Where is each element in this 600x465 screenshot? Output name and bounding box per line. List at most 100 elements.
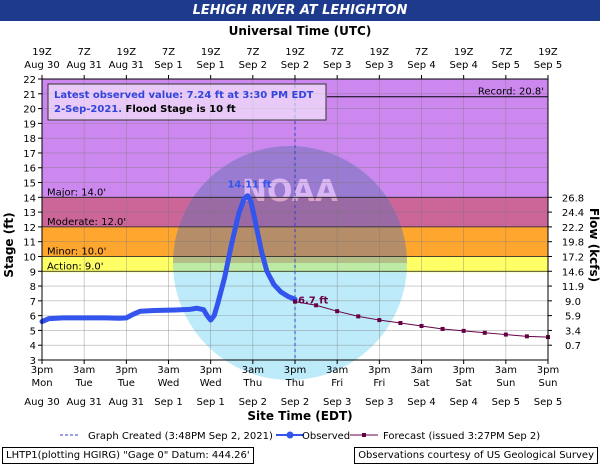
bottom-tick-day: Tue (75, 378, 93, 389)
left-tick-label: 16 (23, 164, 36, 175)
bottom-tick-date: Sep 3 (365, 397, 393, 408)
right-axis-title: Flow (kcfs) (587, 208, 600, 282)
threshold-labels: Major: 14.0' Moderate: 12.0' Minor: 10.0' A… (42, 187, 548, 272)
right-tick-label: 5.9 (565, 312, 581, 323)
bottom-tick-date: Sep 5 (534, 397, 562, 408)
right-tick-label: 3.4 (565, 326, 581, 337)
top-tick-time: 19Z (454, 47, 474, 58)
forecast-point (524, 334, 529, 339)
bottom-tick-day: Fri (373, 378, 385, 389)
left-tick-label: 10 (23, 252, 36, 263)
left-tick-label: 21 (23, 90, 36, 101)
observed-series-line (39, 193, 298, 325)
latest-observed-info-box: Latest observed value: 7.24 ft at 3:30 P… (47, 83, 327, 121)
bottom-tick-day: Sat (413, 378, 429, 389)
info-box-frame (47, 83, 327, 121)
right-tick-label: 9.0 (565, 297, 581, 308)
top-tick-date: Sep 5 (534, 60, 562, 71)
bottom-tick-time: 3am (410, 365, 432, 376)
right-tick-label: 26.8 (562, 193, 584, 204)
usgs-credit-text: Observations courtesy of US Geological S… (358, 450, 594, 461)
peak-label: 14.11 ft (227, 180, 271, 191)
left-axis-title: Stage (ft) (2, 212, 16, 277)
bottom-tick-day: Thu (285, 378, 305, 389)
left-tick-label: 5 (30, 326, 36, 337)
forecast-point (335, 309, 340, 314)
top-tick-date: Sep 1 (196, 60, 224, 71)
bottom-tick-date: Sep 4 (407, 397, 435, 408)
left-tick-label: 3 (30, 356, 36, 367)
top-tick-date: Sep 4 (449, 60, 477, 71)
usgs-credit-footer: Observations courtesy of US Geological S… (354, 447, 598, 464)
left-tick-label: 20 (23, 105, 36, 116)
top-tick-time: 7Z (246, 47, 259, 58)
bottom-tick-time: 3pm (31, 365, 53, 376)
noaa-seal-lower (173, 146, 407, 380)
legend-observed: Observed (302, 431, 350, 442)
bottom-tick-day: Sat (455, 378, 471, 389)
chart-title: LEHIGH RIVER AT LEHIGHTON (192, 3, 408, 18)
forecast-point (293, 299, 297, 304)
chart-title-bar: LEHIGH RIVER AT LEHIGHTON (0, 0, 600, 21)
right-tick-label: 19.8 (562, 238, 584, 249)
latest-value-label: 6.7 ft (298, 295, 329, 306)
gage-datum-text: LHTP1(plotting HGIRG) "Gage 0" Datum: 44… (6, 450, 250, 461)
top-tick-date: Sep 3 (365, 60, 393, 71)
legend-observed-swatch (276, 431, 304, 439)
bottom-tick-date: Sep 4 (449, 397, 477, 408)
bottom-tick-day: Fri (331, 378, 343, 389)
bottom-tick-day: Mon (31, 378, 52, 389)
left-axis-ticks: 3 4 5 6 7 8 9 10 11 12 13 14 15 16 17 18 19 20 21 22 (23, 75, 42, 367)
top-tick-time: 19Z (117, 47, 137, 58)
info-line-2: 2-Sep-2021. Flood Stage is 10 ft (54, 104, 236, 115)
top-tick-time: 19Z (201, 47, 221, 58)
bottom-tick-time: 3pm (368, 365, 390, 376)
forecast-point (356, 314, 361, 319)
bottom-tick-time: 3am (326, 365, 348, 376)
record-label: Record: 20.8' (478, 87, 544, 98)
legend-forecast: Forecast (issued 3:27PM Sep 2) (383, 431, 540, 442)
noaa-letters: NOAA (242, 174, 339, 209)
top-tick-time: 7Z (78, 47, 91, 58)
left-tick-label: 6 (30, 312, 36, 323)
forecast-point (461, 328, 466, 333)
bottom-tick-date: Sep 1 (196, 397, 224, 408)
bottom-tick-date: Sep 5 (492, 397, 520, 408)
left-tick-label: 4 (30, 341, 36, 352)
forecast-point (503, 332, 508, 337)
left-tick-label: 22 (23, 75, 36, 86)
bottom-tick-day: Sun (538, 378, 557, 389)
bottom-tick-day: Thu (242, 378, 262, 389)
bottom-axis-ticks: 3pm Mon Aug 30 3am Tue Aug 31 3pm Tue Aug 31 3am W… (24, 360, 562, 408)
bottom-axis-title: Site Time (EDT) (247, 409, 352, 423)
threshold-label-moderate: Moderate: 12.0' (47, 217, 126, 228)
legend: Graph Created (3:48PM Sep 2, 2021) Obser… (60, 431, 540, 442)
bottom-tick-date: Aug 31 (66, 397, 101, 408)
right-tick-label: 24.4 (562, 208, 584, 219)
top-tick-time: 7Z (331, 47, 344, 58)
forecast-point (314, 303, 319, 308)
threshold-label-major: Major: 14.0' (47, 187, 106, 198)
top-axis-ticks: 19Z Aug 30 7Z Aug 31 19Z Aug 31 7Z Sep 1 19Z Sep … (24, 47, 562, 79)
noaa-watermark: NOAA (173, 146, 407, 380)
top-tick-date: Aug 31 (109, 60, 144, 71)
right-tick-label: 11.9 (562, 282, 584, 293)
left-tick-label: 13 (23, 208, 36, 219)
top-tick-date: Sep 2 (239, 60, 267, 71)
right-tick-label: 0.7 (565, 341, 581, 352)
left-tick-label: 14 (23, 193, 36, 204)
bottom-tick-date: Sep 2 (281, 397, 309, 408)
info-flood-stage: Flood Stage is 10 ft (126, 104, 236, 115)
top-tick-time: 7Z (499, 47, 512, 58)
bottom-tick-time: 3am (242, 365, 264, 376)
left-tick-label: 17 (23, 149, 36, 160)
right-tick-label: 22.2 (562, 223, 584, 234)
top-tick-date: Sep 2 (281, 60, 309, 71)
forecast-point (377, 318, 382, 323)
left-tick-label: 12 (23, 223, 36, 234)
top-tick-time: 19Z (370, 47, 390, 58)
forecast-point (419, 323, 424, 328)
bottom-tick-time: 3pm (284, 365, 306, 376)
bottom-tick-day: Wed (158, 378, 180, 389)
info-line-1: Latest observed value: 7.24 ft at 3:30 P… (54, 90, 314, 101)
